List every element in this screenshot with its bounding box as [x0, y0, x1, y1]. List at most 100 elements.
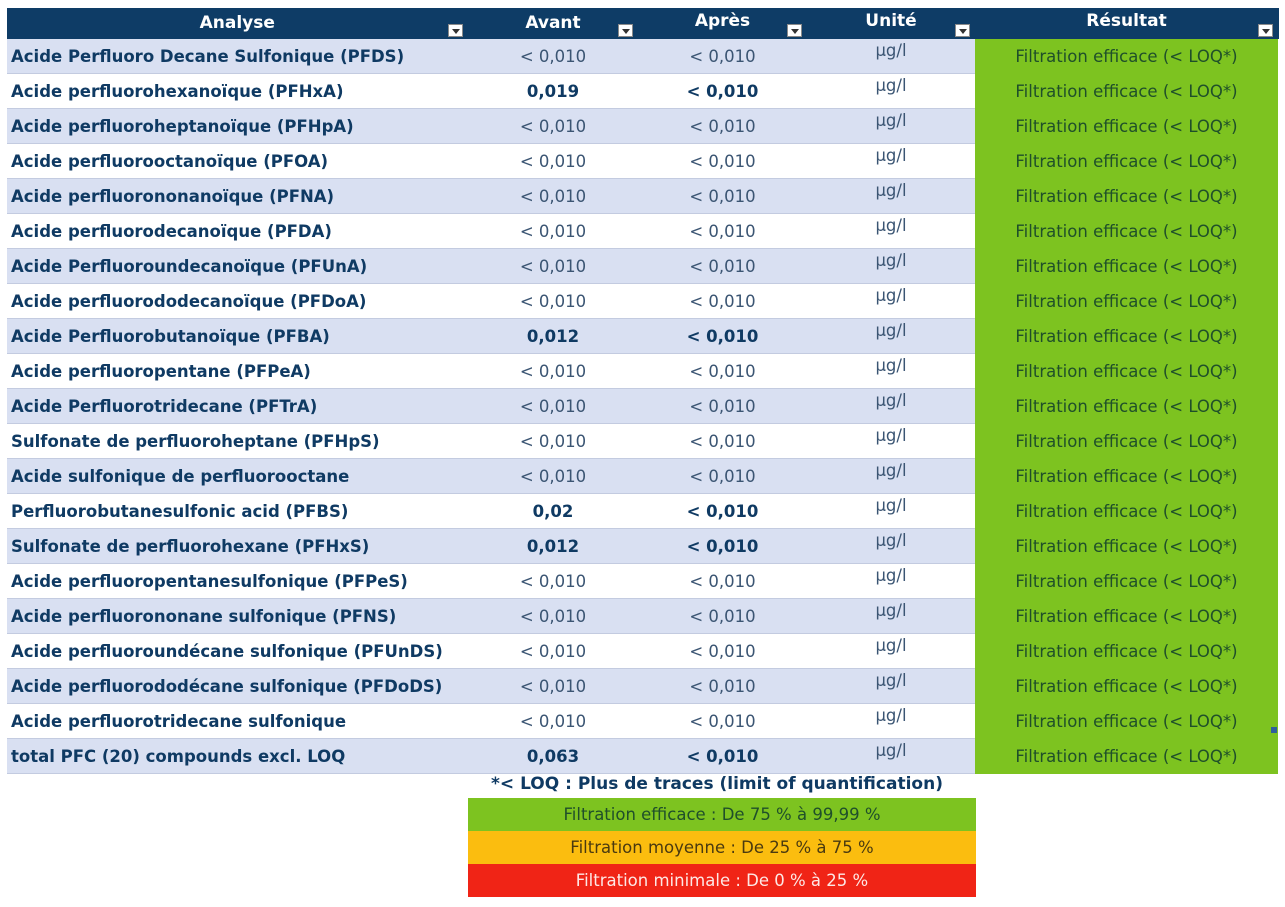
- cell-analyse[interactable]: Acide perfluorohexanoïque (PFHxA): [7, 73, 468, 109]
- cell-resultat[interactable]: Filtration efficace (< LOQ*): [975, 668, 1278, 704]
- cell-unite[interactable]: µg/l: [807, 318, 975, 354]
- cell-resultat[interactable]: Filtration efficace (< LOQ*): [975, 703, 1278, 739]
- cell-resultat[interactable]: Filtration efficace (< LOQ*): [975, 423, 1278, 459]
- cell-apres[interactable]: < 0,010: [638, 108, 807, 144]
- cell-analyse[interactable]: Acide perfluorodecanoïque (PFDA): [7, 213, 468, 249]
- cell-unite[interactable]: µg/l: [807, 703, 975, 739]
- filter-dropdown-icon[interactable]: [617, 24, 633, 37]
- cell-avant[interactable]: < 0,010: [468, 563, 638, 599]
- cell-resultat[interactable]: Filtration efficace (< LOQ*): [975, 738, 1278, 774]
- cell-apres[interactable]: < 0,010: [638, 703, 807, 739]
- cell-apres[interactable]: < 0,010: [638, 528, 807, 564]
- cell-resultat[interactable]: Filtration efficace (< LOQ*): [975, 283, 1278, 319]
- cell-resultat[interactable]: Filtration efficace (< LOQ*): [975, 143, 1278, 179]
- cell-analyse[interactable]: Acide Perfluorobutanoïque (PFBA): [7, 318, 468, 354]
- cell-analyse[interactable]: Acide perfluorononanoïque (PFNA): [7, 178, 468, 214]
- cell-avant[interactable]: 0,02: [468, 493, 638, 529]
- cell-resultat[interactable]: Filtration efficace (< LOQ*): [975, 353, 1278, 389]
- cell-unite[interactable]: µg/l: [807, 633, 975, 669]
- cell-avant[interactable]: < 0,010: [468, 143, 638, 179]
- filter-dropdown-icon[interactable]: [1257, 24, 1273, 37]
- cell-apres[interactable]: < 0,010: [638, 598, 807, 634]
- cell-resultat[interactable]: Filtration efficace (< LOQ*): [975, 563, 1278, 599]
- cell-apres[interactable]: < 0,010: [638, 283, 807, 319]
- cell-unite[interactable]: µg/l: [807, 73, 975, 109]
- cell-apres[interactable]: < 0,010: [638, 39, 807, 74]
- cell-apres[interactable]: < 0,010: [638, 353, 807, 389]
- cell-resultat[interactable]: Filtration efficace (< LOQ*): [975, 458, 1278, 494]
- cell-unite[interactable]: µg/l: [807, 353, 975, 389]
- cell-unite[interactable]: µg/l: [807, 423, 975, 459]
- cell-avant[interactable]: < 0,010: [468, 668, 638, 704]
- cell-unite[interactable]: µg/l: [807, 178, 975, 214]
- cell-apres[interactable]: < 0,010: [638, 493, 807, 529]
- cell-unite[interactable]: µg/l: [807, 458, 975, 494]
- cell-analyse[interactable]: Acide Perfluoroundecanoïque (PFUnA): [7, 248, 468, 284]
- cell-avant[interactable]: < 0,010: [468, 598, 638, 634]
- cell-apres[interactable]: < 0,010: [638, 633, 807, 669]
- cell-unite[interactable]: µg/l: [807, 738, 975, 774]
- cell-unite[interactable]: µg/l: [807, 248, 975, 284]
- cell-resultat[interactable]: Filtration efficace (< LOQ*): [975, 248, 1278, 284]
- cell-apres[interactable]: < 0,010: [638, 423, 807, 459]
- cell-avant[interactable]: < 0,010: [468, 353, 638, 389]
- cell-apres[interactable]: < 0,010: [638, 388, 807, 424]
- cell-apres[interactable]: < 0,010: [638, 178, 807, 214]
- cell-unite[interactable]: µg/l: [807, 563, 975, 599]
- cell-unite[interactable]: µg/l: [807, 668, 975, 704]
- cell-avant[interactable]: 0,012: [468, 528, 638, 564]
- cell-resultat[interactable]: Filtration efficace (< LOQ*): [975, 528, 1278, 564]
- cell-resultat[interactable]: Filtration efficace (< LOQ*): [975, 493, 1278, 529]
- filter-dropdown-icon[interactable]: [786, 24, 802, 37]
- cell-avant[interactable]: < 0,010: [468, 39, 638, 74]
- cell-analyse[interactable]: Perfluorobutanesulfonic acid (PFBS): [7, 493, 468, 529]
- cell-avant[interactable]: 0,019: [468, 73, 638, 109]
- cell-avant[interactable]: < 0,010: [468, 423, 638, 459]
- cell-avant[interactable]: < 0,010: [468, 458, 638, 494]
- cell-analyse[interactable]: total PFC (20) compounds excl. LOQ: [7, 738, 468, 774]
- cell-resultat[interactable]: Filtration efficace (< LOQ*): [975, 73, 1278, 109]
- cell-analyse[interactable]: Acide perfluoropentanesulfonique (PFPeS): [7, 563, 468, 599]
- cell-analyse[interactable]: Sulfonate de perfluoroheptane (PFHpS): [7, 423, 468, 459]
- cell-unite[interactable]: µg/l: [807, 493, 975, 529]
- cell-apres[interactable]: < 0,010: [638, 143, 807, 179]
- cell-avant[interactable]: < 0,010: [468, 108, 638, 144]
- cell-avant[interactable]: < 0,010: [468, 283, 638, 319]
- cell-unite[interactable]: µg/l: [807, 39, 975, 74]
- cell-apres[interactable]: < 0,010: [638, 213, 807, 249]
- cell-analyse[interactable]: Acide perfluoroheptanoïque (PFHpA): [7, 108, 468, 144]
- filter-dropdown-icon[interactable]: [447, 24, 463, 37]
- cell-analyse[interactable]: Acide perfluorooctanoïque (PFOA): [7, 143, 468, 179]
- cell-analyse[interactable]: Acide perfluorotridecane sulfonique: [7, 703, 468, 739]
- cell-resultat[interactable]: Filtration efficace (< LOQ*): [975, 39, 1278, 74]
- filter-dropdown-icon[interactable]: [954, 24, 970, 37]
- cell-avant[interactable]: < 0,010: [468, 633, 638, 669]
- cell-avant[interactable]: < 0,010: [468, 388, 638, 424]
- cell-resultat[interactable]: Filtration efficace (< LOQ*): [975, 633, 1278, 669]
- cell-analyse[interactable]: Acide perfluorododecanoïque (PFDoA): [7, 283, 468, 319]
- cell-apres[interactable]: < 0,010: [638, 73, 807, 109]
- cell-analyse[interactable]: Acide sulfonique de perfluorooctane: [7, 458, 468, 494]
- cell-resultat[interactable]: Filtration efficace (< LOQ*): [975, 213, 1278, 249]
- cell-apres[interactable]: < 0,010: [638, 738, 807, 774]
- cell-apres[interactable]: < 0,010: [638, 248, 807, 284]
- cell-apres[interactable]: < 0,010: [638, 458, 807, 494]
- cell-apres[interactable]: < 0,010: [638, 563, 807, 599]
- cell-resultat[interactable]: Filtration efficace (< LOQ*): [975, 318, 1278, 354]
- cell-unite[interactable]: µg/l: [807, 143, 975, 179]
- cell-unite[interactable]: µg/l: [807, 108, 975, 144]
- cell-analyse[interactable]: Acide perfluoropentane (PFPeA): [7, 353, 468, 389]
- cell-resultat[interactable]: Filtration efficace (< LOQ*): [975, 388, 1278, 424]
- cell-resultat[interactable]: Filtration efficace (< LOQ*): [975, 108, 1278, 144]
- cell-avant[interactable]: < 0,010: [468, 248, 638, 284]
- cell-avant[interactable]: < 0,010: [468, 703, 638, 739]
- cell-apres[interactable]: < 0,010: [638, 318, 807, 354]
- cell-unite[interactable]: µg/l: [807, 213, 975, 249]
- cell-analyse[interactable]: Acide perfluorononane sulfonique (PFNS): [7, 598, 468, 634]
- cell-avant[interactable]: 0,012: [468, 318, 638, 354]
- cell-unite[interactable]: µg/l: [807, 283, 975, 319]
- resize-handle[interactable]: [1271, 727, 1277, 733]
- cell-resultat[interactable]: Filtration efficace (< LOQ*): [975, 178, 1278, 214]
- cell-analyse[interactable]: Acide perfluoroundécane sulfonique (PFUn…: [7, 633, 468, 669]
- cell-analyse[interactable]: Sulfonate de perfluorohexane (PFHxS): [7, 528, 468, 564]
